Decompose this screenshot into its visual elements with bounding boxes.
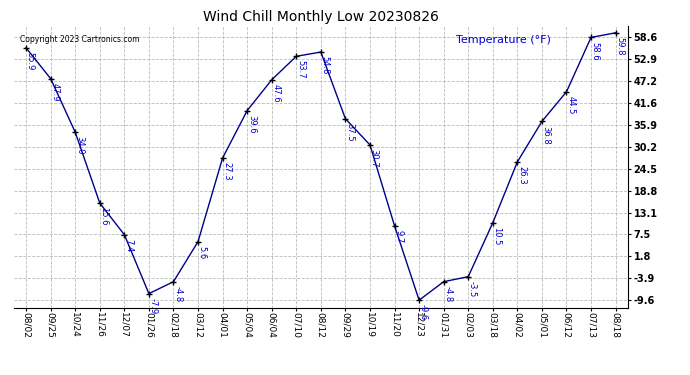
Text: 39.6: 39.6 xyxy=(247,115,256,134)
Text: Copyright 2023 Cartronics.com: Copyright 2023 Cartronics.com xyxy=(20,35,139,44)
Text: 15.6: 15.6 xyxy=(99,207,108,226)
Text: 10.5: 10.5 xyxy=(493,227,502,245)
Text: 7.4: 7.4 xyxy=(124,239,133,252)
Text: 47.6: 47.6 xyxy=(271,84,280,103)
Text: 9.7: 9.7 xyxy=(394,230,403,243)
Text: 26.3: 26.3 xyxy=(517,166,526,184)
Text: Temperature (°F): Temperature (°F) xyxy=(456,35,551,45)
Text: 53.7: 53.7 xyxy=(296,60,305,79)
Text: -7.9: -7.9 xyxy=(148,298,157,314)
Text: 34.0: 34.0 xyxy=(75,136,84,155)
Text: 47.9: 47.9 xyxy=(50,83,59,101)
Text: -4.8: -4.8 xyxy=(444,286,453,302)
Text: -9.6: -9.6 xyxy=(419,304,428,321)
Text: 30.7: 30.7 xyxy=(370,149,379,168)
Text: 58.6: 58.6 xyxy=(591,42,600,60)
Text: 44.5: 44.5 xyxy=(566,96,575,114)
Text: 54.8: 54.8 xyxy=(321,56,330,75)
Text: -3.5: -3.5 xyxy=(468,281,477,297)
Text: 59.8: 59.8 xyxy=(615,37,624,56)
Text: 27.3: 27.3 xyxy=(222,162,231,181)
Text: 55.9: 55.9 xyxy=(26,52,34,70)
Text: 37.5: 37.5 xyxy=(345,123,354,141)
Title: Wind Chill Monthly Low 20230826: Wind Chill Monthly Low 20230826 xyxy=(203,10,439,24)
Text: -4.8: -4.8 xyxy=(173,286,182,302)
Text: 36.8: 36.8 xyxy=(542,126,551,144)
Text: 5.6: 5.6 xyxy=(198,246,207,259)
